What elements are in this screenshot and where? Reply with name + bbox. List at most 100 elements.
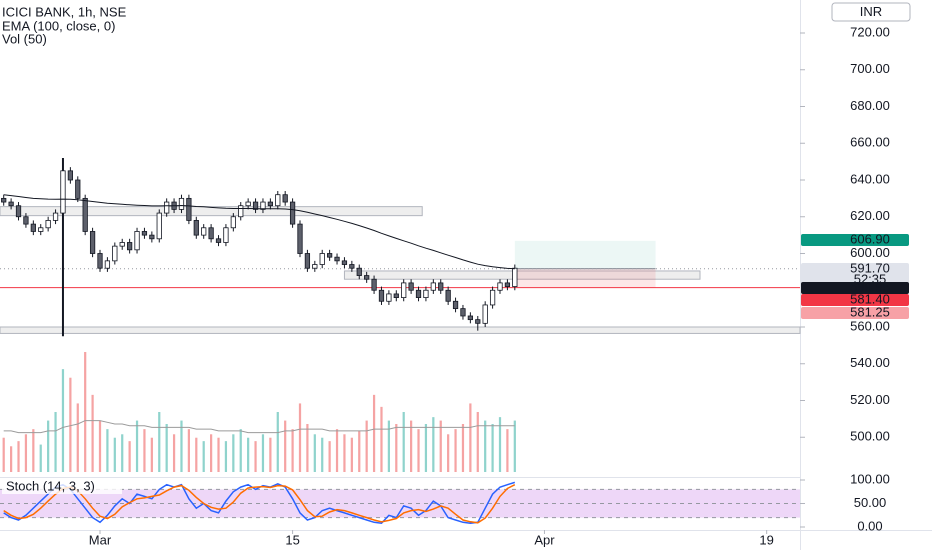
indicator-label: EMA (100, close, 0): [2, 18, 115, 33]
currency[interactable]: INR: [860, 4, 882, 19]
candle-body: [334, 256, 340, 262]
candle-body: [245, 201, 251, 207]
chart-title: ICICI BANK, 1h, NSE: [2, 4, 127, 19]
candle-body: [475, 319, 481, 324]
candle-body: [89, 231, 96, 254]
volume-bar: [417, 429, 420, 472]
candle-body: [230, 216, 236, 229]
candle-body: [489, 289, 496, 306]
volume-bar: [61, 369, 65, 472]
volume-bar: [328, 441, 331, 472]
volume-bar: [76, 403, 79, 472]
candle-body: [452, 300, 459, 310]
volume-bar: [380, 406, 383, 472]
price-label: 606.90: [850, 231, 890, 246]
candle-body: [430, 282, 436, 291]
candle-body: [193, 220, 199, 236]
y-tick-label: 500.00: [850, 429, 890, 444]
candle-body: [482, 304, 488, 324]
volume-bar: [247, 437, 250, 472]
price-label: 591.70: [850, 260, 890, 275]
volume-bar: [269, 437, 272, 472]
y-tick-label: 560.00: [850, 318, 890, 333]
volume-bar: [180, 420, 183, 472]
volume-bar: [469, 403, 472, 472]
candle-body: [67, 170, 73, 181]
candle-body: [112, 245, 118, 262]
candle-body: [497, 282, 503, 291]
volume-bar: [343, 434, 346, 472]
candle-body: [319, 253, 325, 265]
candle-body: [371, 278, 377, 291]
price-label-bg: [801, 234, 909, 246]
candle-body: [282, 194, 288, 203]
stoch-y-tick-label: 100.00: [850, 471, 890, 486]
zone: [0, 206, 423, 217]
volume-bar: [113, 437, 116, 472]
volume-bar: [276, 412, 279, 472]
price-label-bg: [801, 294, 909, 306]
volume-bar: [172, 434, 176, 472]
stop-zone: [514, 268, 656, 288]
y-tick-label: 540.00: [850, 355, 890, 370]
candle-body: [356, 267, 362, 276]
stoch-label-bg: [2, 480, 122, 494]
volume-bar: [432, 417, 435, 472]
volume-bar: [84, 352, 87, 472]
volume-bar: [128, 441, 131, 472]
candle-body: [349, 264, 355, 269]
candle-body: [512, 267, 518, 287]
volume-bar: [506, 429, 509, 472]
volume-bar: [491, 424, 494, 472]
volume-bar: [158, 412, 161, 472]
volume-bar: [69, 377, 72, 472]
y-tick-label: 660.00: [850, 135, 890, 150]
candle-body: [52, 212, 59, 221]
candle-body: [149, 234, 155, 240]
candle-body: [15, 205, 22, 218]
volume-bar: [47, 420, 50, 472]
volume-bar: [39, 444, 42, 472]
volume-bar: [284, 420, 287, 472]
volume-bar: [461, 424, 465, 472]
volume-bar: [143, 429, 146, 472]
candle-body: [215, 238, 222, 243]
volume-bar: [232, 434, 235, 472]
candle-body: [223, 227, 229, 243]
volume-bar: [365, 420, 368, 472]
volume-bar: [291, 429, 294, 472]
candle-body: [327, 253, 333, 258]
candle-body: [156, 212, 162, 240]
candle-body: [119, 242, 125, 247]
volume-bar: [195, 437, 198, 472]
volume-bar: [217, 437, 220, 472]
candle-body: [467, 315, 473, 321]
volume-bar: [98, 420, 102, 472]
volume-bar: [10, 446, 13, 472]
x-tick-label: Mar: [89, 532, 112, 547]
candle-body: [164, 201, 170, 214]
stoch-line: [3, 484, 516, 524]
candle-body: [401, 282, 407, 298]
volume-bar: [306, 424, 309, 472]
volume-bar: [335, 429, 339, 472]
currency-button[interactable]: [831, 2, 911, 22]
y-tick-label: 600.00: [850, 245, 890, 260]
volume-bar: [484, 420, 487, 472]
volume-bar: [187, 429, 190, 472]
candle-body: [8, 201, 14, 207]
volume-bar: [447, 434, 450, 472]
candle-body: [408, 282, 414, 291]
candle-body: [297, 223, 303, 254]
y-tick-label: 700.00: [850, 61, 890, 76]
volume-bar: [498, 417, 502, 472]
y-tick-label: 620.00: [850, 208, 890, 223]
candle-body: [415, 289, 422, 298]
candle-body: [97, 253, 103, 269]
candle-body: [386, 293, 392, 302]
price-label: 589.85: [850, 279, 890, 294]
candle-body: [460, 308, 466, 317]
